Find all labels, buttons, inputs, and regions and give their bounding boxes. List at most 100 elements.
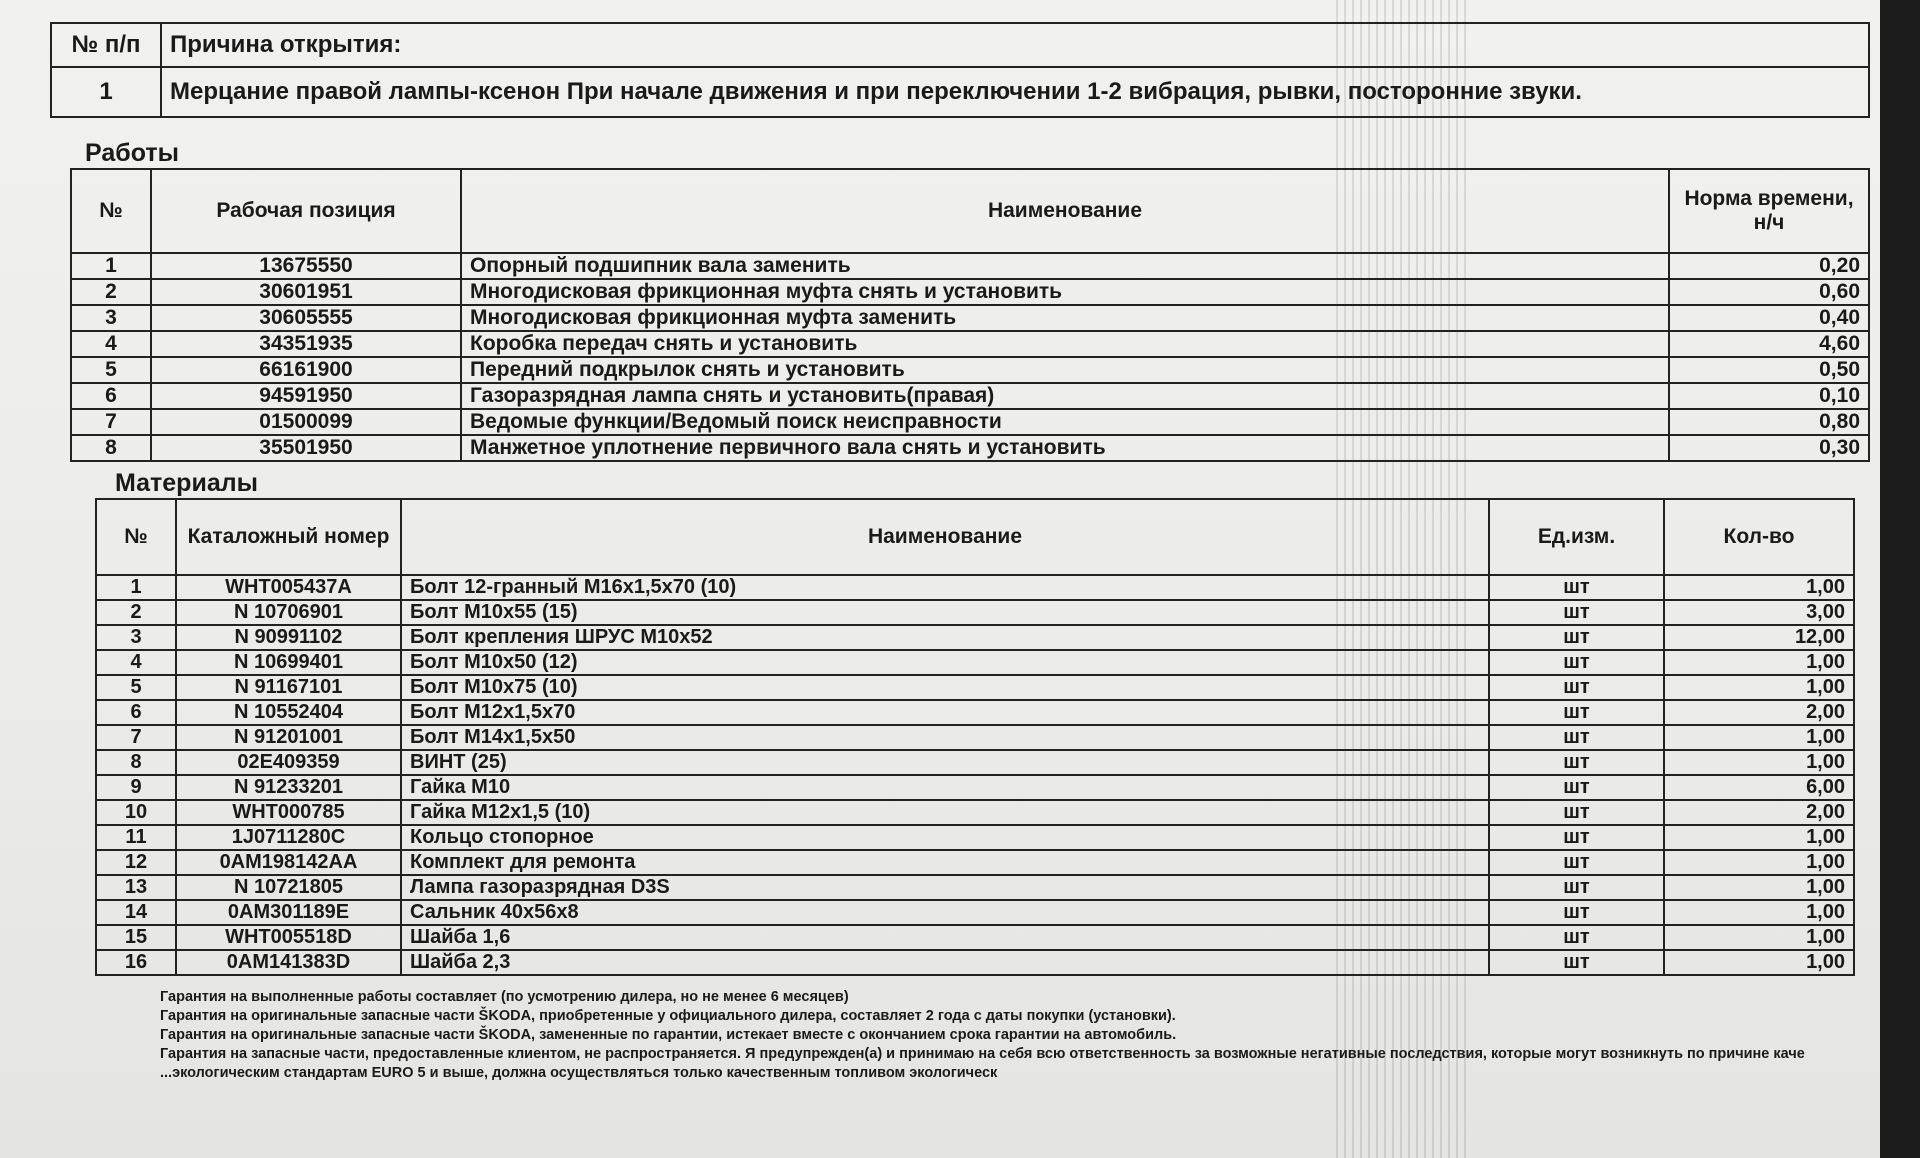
table-cell: 2 — [95, 599, 177, 626]
works-row: 2 30601951 Многодисковая фрикционная муфта… — [70, 278, 1870, 306]
table-cell: 8 — [95, 749, 177, 776]
works-row: 5 66161900 Передний подкрылок снять и уста… — [70, 356, 1870, 384]
table-cell: шт — [1488, 699, 1665, 726]
works-header-name: Наименование — [460, 168, 1670, 254]
table-cell: шт — [1488, 799, 1665, 826]
table-cell: N 10721805 — [175, 874, 402, 901]
table-cell: Кольцо стопорное — [400, 824, 1490, 851]
materials-row: 12 0AM198142AA Комплект для ремонта шт 1,00 — [95, 849, 1855, 876]
table-cell: шт — [1488, 899, 1665, 926]
table-cell: 0,20 — [1668, 252, 1870, 280]
table-cell: 02E409359 — [175, 749, 402, 776]
materials-row: 8 02E409359 ВИНТ (25) шт 1,00 — [95, 749, 1855, 776]
table-cell: Лампа газоразрядная D3S — [400, 874, 1490, 901]
works-row: 8 35501950 Манжетное уплотнение первичного… — [70, 434, 1870, 462]
table-cell: 12,00 — [1663, 624, 1855, 651]
table-cell: 1,00 — [1663, 674, 1855, 701]
table-cell: 1,00 — [1663, 874, 1855, 901]
table-cell: шт — [1488, 749, 1665, 776]
materials-row: 1 WHT005437A Болт 12-гранный M16x1,5x70 (1… — [95, 574, 1855, 601]
table-cell: шт — [1488, 599, 1665, 626]
table-cell: 0,40 — [1668, 304, 1870, 332]
table-cell: шт — [1488, 724, 1665, 751]
warranty-footer: Гарантия на выполненные работы составляе… — [160, 988, 1870, 1083]
table-cell: 1,00 — [1663, 749, 1855, 776]
table-cell: Болт M10x55 (15) — [400, 599, 1490, 626]
footer-line: Гарантия на оригинальные запасные части … — [160, 1027, 1177, 1043]
table-cell: 3,00 — [1663, 599, 1855, 626]
footer-line: ...экологическим стандартам EURO 5 и выш… — [160, 1065, 998, 1081]
materials-title: Материалы — [115, 469, 258, 497]
works-row: 1 13675550 Опорный подшипник вала заменить… — [70, 252, 1870, 280]
works-table: № Рабочая позиция Наименование Норма вре… — [70, 168, 1870, 462]
reason-num: 1 — [50, 66, 162, 118]
table-cell: 0AM141383D — [175, 949, 402, 976]
page-edge-background — [1880, 0, 1920, 1158]
table-cell: N 10706901 — [175, 599, 402, 626]
materials-row: 14 0AM301189E Сальник 40x56x8 шт 1,00 — [95, 899, 1855, 926]
reason-text: Мерцание правой лампы-ксенон При начале … — [160, 66, 1870, 118]
table-cell: 0AM198142AA — [175, 849, 402, 876]
table-cell: 13675550 — [150, 252, 462, 280]
table-cell: шт — [1488, 924, 1665, 951]
table-cell: 34351935 — [150, 330, 462, 358]
table-cell: Болт M14x1,5x50 — [400, 724, 1490, 751]
table-cell: Гайка M10 — [400, 774, 1490, 801]
table-cell: 01500099 — [150, 408, 462, 436]
table-cell: Комплект для ремонта — [400, 849, 1490, 876]
table-cell: 11 — [95, 824, 177, 851]
table-cell: 35501950 — [150, 434, 462, 462]
table-cell: 0AM301189E — [175, 899, 402, 926]
works-row: 3 30605555 Многодисковая фрикционная муфта… — [70, 304, 1870, 332]
table-cell: 13 — [95, 874, 177, 901]
materials-header-catalog: Каталожный номер — [175, 498, 402, 576]
works-row: 6 94591950 Газоразрядная лампа снять и уст… — [70, 382, 1870, 410]
table-cell: 12 — [95, 849, 177, 876]
table-cell: 1 — [70, 252, 152, 280]
works-header-position: Рабочая позиция — [150, 168, 462, 254]
table-cell: 3 — [70, 304, 152, 332]
table-cell: N 91201001 — [175, 724, 402, 751]
table-cell: 2,00 — [1663, 799, 1855, 826]
table-cell: 0,60 — [1668, 278, 1870, 306]
materials-header-unit: Ед.изм. — [1488, 498, 1665, 576]
table-cell: 1,00 — [1663, 949, 1855, 976]
materials-header-name: Наименование — [400, 498, 1490, 576]
table-cell: 66161900 — [150, 356, 462, 384]
materials-row: 15 WHT005518D Шайба 1,6 шт 1,00 — [95, 924, 1855, 951]
table-cell: шт — [1488, 949, 1665, 976]
footer-line: Гарантия на запасные части, предоставлен… — [160, 1046, 1805, 1062]
table-cell: 7 — [70, 408, 152, 436]
table-cell: шт — [1488, 674, 1665, 701]
table-cell: 14 — [95, 899, 177, 926]
table-cell: 1J0711280C — [175, 824, 402, 851]
table-cell: 1,00 — [1663, 824, 1855, 851]
table-cell: 30605555 — [150, 304, 462, 332]
works-header-num: № — [70, 168, 152, 254]
table-cell: Болт M12x1,5x70 — [400, 699, 1490, 726]
document-content: № п/п Причина открытия: 1 Мерцание право… — [50, 22, 1870, 1083]
table-cell: 4 — [70, 330, 152, 358]
table-cell: N 91167101 — [175, 674, 402, 701]
footer-line: Гарантия на оригинальные запасные части … — [160, 1008, 1176, 1024]
reason-table: № п/п Причина открытия: 1 Мерцание право… — [50, 22, 1870, 118]
table-cell: 94591950 — [150, 382, 462, 410]
table-cell: 1 — [95, 574, 177, 601]
table-cell: N 91233201 — [175, 774, 402, 801]
table-cell: Болт крепления ШРУС M10x52 — [400, 624, 1490, 651]
table-cell: шт — [1488, 574, 1665, 601]
table-cell: шт — [1488, 774, 1665, 801]
table-cell: 6,00 — [1663, 774, 1855, 801]
materials-row: 11 1J0711280C Кольцо стопорное шт 1,00 — [95, 824, 1855, 851]
table-cell: N 10552404 — [175, 699, 402, 726]
table-cell: 30601951 — [150, 278, 462, 306]
table-cell: ВИНТ (25) — [400, 749, 1490, 776]
table-cell: N 10699401 — [175, 649, 402, 676]
table-cell: 1,00 — [1663, 924, 1855, 951]
table-cell: Манжетное уплотнение первичного вала сня… — [460, 434, 1670, 462]
